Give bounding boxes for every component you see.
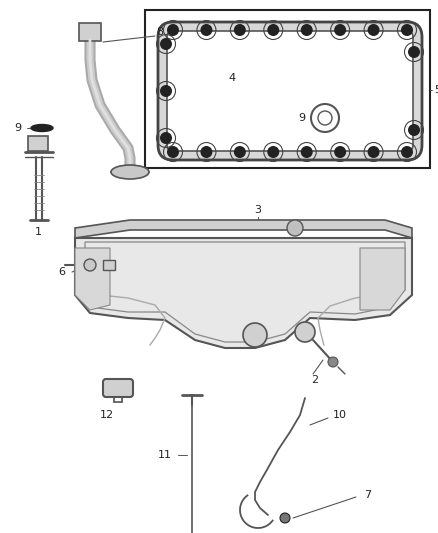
Text: 12: 12 <box>100 410 114 420</box>
Circle shape <box>334 146 346 158</box>
Circle shape <box>234 146 246 158</box>
Ellipse shape <box>111 165 149 179</box>
Circle shape <box>367 146 380 158</box>
Polygon shape <box>360 248 405 310</box>
Circle shape <box>301 146 313 158</box>
Circle shape <box>160 85 172 97</box>
FancyBboxPatch shape <box>103 379 133 397</box>
Text: 3: 3 <box>254 205 261 215</box>
Circle shape <box>267 146 279 158</box>
Polygon shape <box>75 238 412 348</box>
Text: 8: 8 <box>156 27 163 37</box>
Circle shape <box>295 322 315 342</box>
FancyBboxPatch shape <box>158 22 422 160</box>
Text: 11: 11 <box>158 450 172 460</box>
Circle shape <box>243 323 267 347</box>
Circle shape <box>401 146 413 158</box>
Circle shape <box>167 146 179 158</box>
Circle shape <box>408 124 420 136</box>
Circle shape <box>84 259 96 271</box>
Ellipse shape <box>31 125 53 132</box>
Circle shape <box>287 220 303 236</box>
Text: 9: 9 <box>14 123 21 133</box>
Circle shape <box>328 357 338 367</box>
Circle shape <box>301 24 313 36</box>
Text: 5: 5 <box>434 85 438 95</box>
Circle shape <box>201 146 212 158</box>
Bar <box>145 10 430 168</box>
FancyBboxPatch shape <box>28 136 48 151</box>
Circle shape <box>167 24 179 36</box>
Circle shape <box>318 111 332 125</box>
Text: 2: 2 <box>311 375 318 385</box>
Text: 1: 1 <box>35 227 42 237</box>
Circle shape <box>267 24 279 36</box>
Circle shape <box>160 132 172 144</box>
Text: 4: 4 <box>229 73 236 83</box>
Text: 10: 10 <box>333 410 347 420</box>
Circle shape <box>234 24 246 36</box>
Circle shape <box>408 46 420 58</box>
Polygon shape <box>75 248 110 310</box>
FancyBboxPatch shape <box>79 23 101 41</box>
FancyBboxPatch shape <box>167 31 413 151</box>
Polygon shape <box>75 220 412 238</box>
Circle shape <box>201 24 212 36</box>
Circle shape <box>367 24 380 36</box>
Circle shape <box>311 104 339 132</box>
Circle shape <box>160 38 172 50</box>
Text: 6: 6 <box>59 267 66 277</box>
Circle shape <box>401 24 413 36</box>
Text: 9: 9 <box>298 113 306 123</box>
Circle shape <box>280 513 290 523</box>
FancyBboxPatch shape <box>103 260 115 270</box>
Text: 7: 7 <box>364 490 371 500</box>
Circle shape <box>334 24 346 36</box>
